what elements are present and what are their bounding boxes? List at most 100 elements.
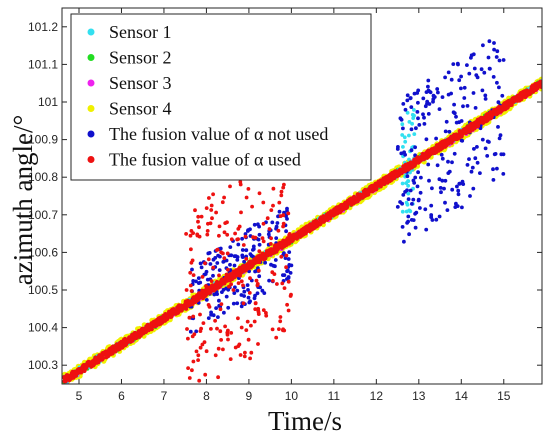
- y-tick-label: 100.5: [28, 283, 58, 297]
- series-5-point: [239, 293, 244, 297]
- series-6-point: [269, 208, 274, 213]
- series-5-point: [257, 274, 262, 279]
- series-6-point: [239, 325, 244, 330]
- series-5-point: [262, 291, 267, 295]
- series-5-point: [492, 41, 496, 45]
- series-6-point: [282, 286, 287, 290]
- series-6-point: [197, 234, 202, 239]
- series-6-point: [216, 346, 221, 351]
- series-6-point: [228, 357, 233, 361]
- series-6-point: [281, 213, 286, 218]
- series-6-point: [246, 187, 251, 191]
- series-6-point: [225, 332, 230, 337]
- series-5-point: [257, 242, 262, 247]
- series-6-point: [100, 356, 105, 361]
- series-6-point: [264, 311, 268, 315]
- series-6-point: [197, 225, 201, 230]
- series-6-point: [213, 318, 218, 323]
- series-6-point: [281, 221, 286, 226]
- series-6-point: [539, 80, 542, 85]
- series-6-point: [206, 303, 211, 307]
- series-6-point: [190, 334, 195, 339]
- series-6-point: [186, 366, 191, 370]
- series-6-point: [238, 353, 243, 357]
- series-6-point: [229, 237, 234, 242]
- series-6-point: [209, 208, 214, 212]
- series-6-point: [226, 267, 230, 272]
- series-5-point: [209, 310, 214, 315]
- x-tick-label: 13: [412, 389, 426, 403]
- series-5-point: [429, 203, 434, 208]
- series-5-point: [437, 177, 442, 182]
- series-5-point: [473, 156, 478, 161]
- series-5-point: [425, 101, 429, 106]
- series-5-point: [240, 253, 245, 258]
- legend-label: Sensor 1: [109, 22, 172, 42]
- series-5-point: [461, 182, 466, 187]
- series-5-point: [274, 236, 279, 241]
- series-6-point: [227, 284, 231, 289]
- series-5-point: [194, 329, 199, 334]
- y-tick-label: 100.7: [28, 208, 58, 222]
- series-6-point: [219, 302, 224, 306]
- series-5-point: [287, 250, 292, 255]
- series-1-point: [402, 135, 407, 140]
- series-5-point: [435, 87, 440, 91]
- series-6-point: [257, 191, 262, 196]
- series-5-point: [416, 88, 421, 93]
- series-5-point: [417, 123, 422, 127]
- series-5-point: [457, 120, 461, 125]
- series-5-point: [246, 295, 251, 300]
- series-5-point: [438, 186, 443, 190]
- series-5-point: [469, 169, 474, 174]
- series-6-point: [247, 291, 252, 295]
- series-5-point: [407, 232, 411, 237]
- series-5-point: [465, 163, 470, 167]
- series-5-point: [218, 254, 222, 259]
- series-6-point: [222, 230, 227, 235]
- series-5-point: [480, 88, 485, 93]
- series-5-point: [450, 187, 455, 192]
- series-5-point: [266, 232, 271, 237]
- series-5-point: [188, 329, 193, 334]
- series-6-point: [236, 316, 240, 321]
- series-5-point: [443, 178, 448, 183]
- series-5-point: [412, 91, 417, 96]
- series-6-point: [213, 353, 218, 358]
- series-5-point: [475, 145, 479, 149]
- series-5-point: [285, 206, 289, 211]
- legend-label: Sensor 4: [109, 99, 172, 119]
- y-axis-title: azimuth angle/°: [8, 115, 38, 286]
- series-6-point: [241, 243, 246, 247]
- series-6-point: [209, 203, 214, 208]
- series-5-point: [462, 85, 467, 90]
- series-5-point: [224, 286, 229, 291]
- series-6-point: [236, 281, 241, 285]
- series-5-point: [480, 137, 485, 142]
- series-5-point: [465, 104, 470, 108]
- series-5-point: [486, 55, 491, 60]
- series-5-point: [472, 147, 476, 151]
- series-5-point: [231, 301, 236, 306]
- series-6-point: [196, 219, 200, 224]
- series-5-point: [406, 219, 410, 224]
- series-6-point: [233, 231, 238, 236]
- series-5-point: [495, 49, 500, 54]
- y-tick-label: 101.2: [28, 20, 58, 34]
- series-5-point: [414, 210, 419, 215]
- series-5-point: [434, 217, 439, 222]
- series-6-point: [218, 329, 223, 334]
- series-5-point: [457, 181, 462, 186]
- series-6-point: [241, 283, 245, 288]
- series-5-point: [459, 138, 464, 143]
- series-6-point: [208, 221, 213, 226]
- series-5-point: [479, 67, 484, 72]
- series-6-point: [204, 206, 209, 211]
- series-6-point: [325, 217, 330, 222]
- series-5-point: [269, 262, 273, 267]
- series-5-point: [405, 174, 410, 179]
- series-5-point: [232, 263, 237, 268]
- series-5-point: [411, 197, 416, 202]
- series-6-point: [286, 279, 291, 284]
- series-5-point: [427, 178, 431, 183]
